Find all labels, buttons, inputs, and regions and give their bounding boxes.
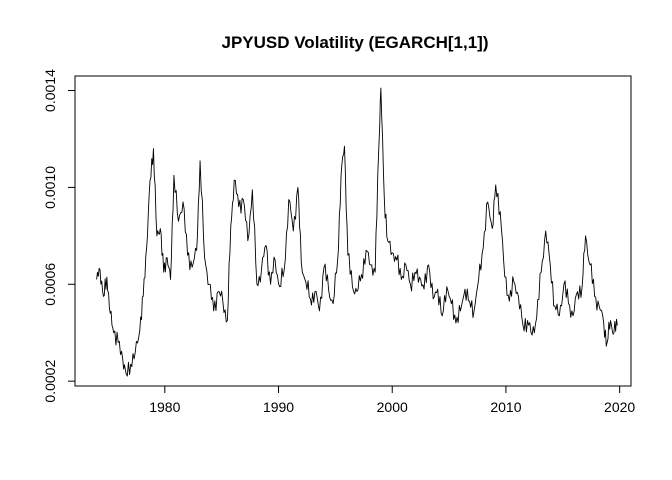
chart-title: JPYUSD Volatility (EGARCH[1,1]) <box>221 33 488 52</box>
x-tick-label: 2020 <box>604 399 635 415</box>
series-layer <box>96 87 618 377</box>
x-axis: 1980 1990 2000 2010 2020 <box>149 386 635 415</box>
y-tick-label: 0.0002 <box>42 360 58 403</box>
x-tick-label: 1980 <box>149 399 180 415</box>
y-tick-label: 0.0010 <box>42 166 58 209</box>
y-axis: 0.0002 0.0006 0.0010 0.0014 <box>42 69 75 403</box>
x-tick-label: 1990 <box>263 399 294 415</box>
y-tick-label: 0.0006 <box>42 263 58 306</box>
plot-frame <box>74 75 632 387</box>
x-tick-label: 2010 <box>490 399 521 415</box>
y-tick-label: 0.0014 <box>42 69 58 112</box>
volatility-line <box>96 87 618 377</box>
x-tick-label: 2000 <box>377 399 408 415</box>
